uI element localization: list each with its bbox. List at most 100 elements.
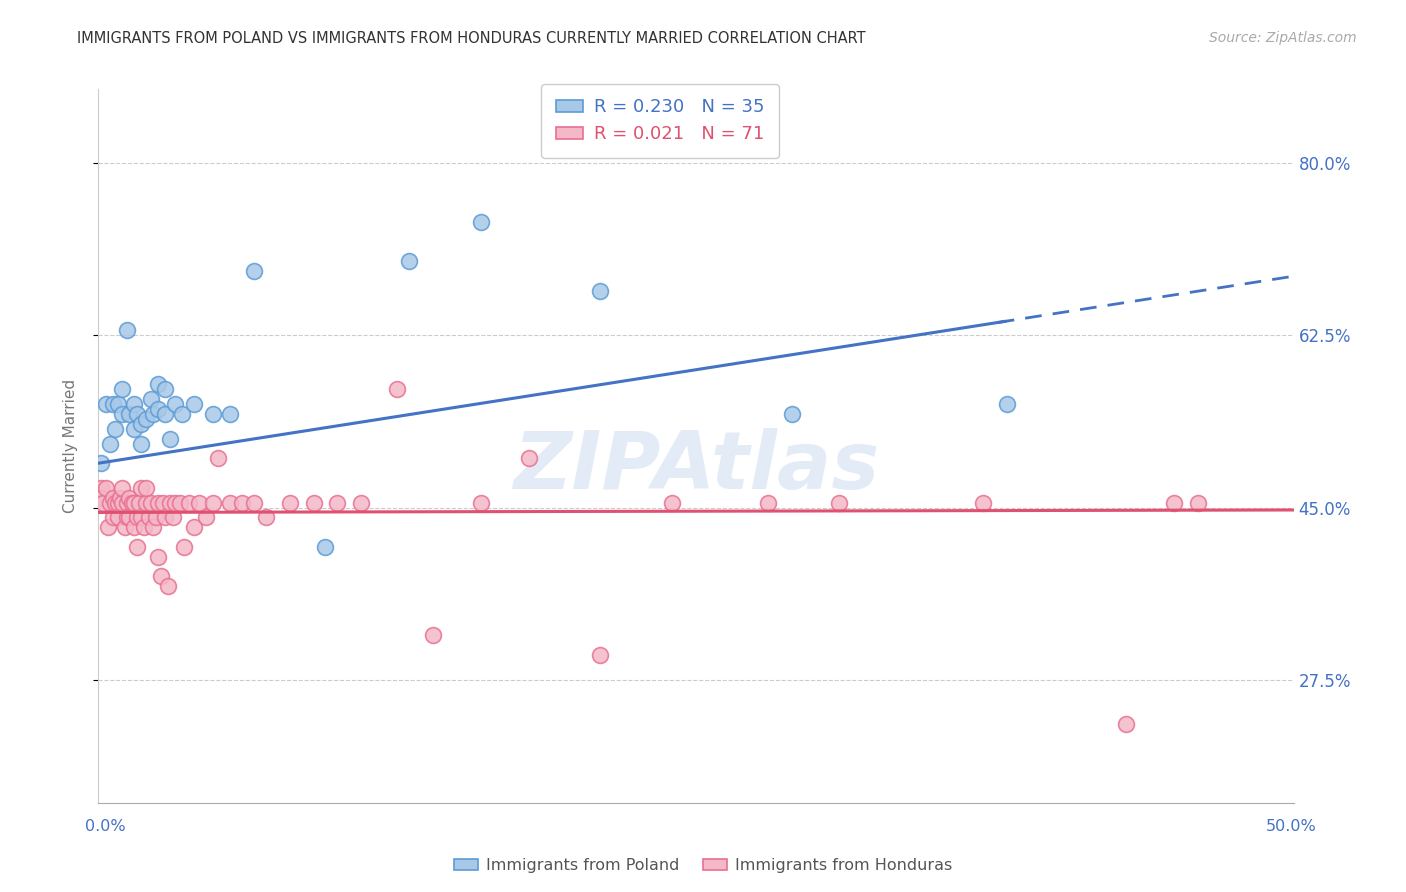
Point	[90, 481, 112, 495]
Point	[398, 254, 420, 268]
Point	[98, 436, 122, 450]
Point	[125, 540, 148, 554]
Point	[159, 495, 181, 509]
Point	[231, 495, 253, 509]
Point	[179, 495, 201, 509]
Text: ZIPAtlas: ZIPAtlas	[513, 428, 879, 507]
Point	[131, 417, 153, 431]
Point	[780, 407, 803, 421]
Point	[128, 495, 150, 509]
Point	[183, 520, 205, 534]
Point	[173, 540, 195, 554]
Text: Source: ZipAtlas.com: Source: ZipAtlas.com	[1209, 31, 1357, 45]
Point	[195, 510, 218, 524]
Point	[97, 520, 120, 534]
Point	[148, 495, 170, 509]
Point	[131, 436, 153, 450]
Point	[107, 495, 129, 509]
Point	[278, 495, 301, 509]
Point	[101, 397, 124, 411]
Point	[148, 402, 170, 417]
Point	[135, 412, 157, 426]
Point	[125, 407, 148, 421]
Point	[118, 510, 141, 524]
Point	[111, 407, 134, 421]
Point	[107, 510, 129, 524]
Point	[183, 397, 205, 411]
Point	[131, 510, 153, 524]
Point	[94, 397, 117, 411]
Point	[142, 520, 165, 534]
Point	[1187, 495, 1209, 509]
Point	[139, 392, 162, 407]
Point	[118, 491, 141, 505]
Point	[1115, 717, 1137, 731]
Point	[124, 422, 146, 436]
Point	[124, 397, 146, 411]
Point	[148, 549, 170, 564]
Point	[118, 407, 141, 421]
Point	[517, 451, 540, 466]
Y-axis label: Currently Married: Currently Married	[63, 379, 77, 513]
Point	[148, 377, 170, 392]
Text: IMMIGRANTS FROM POLAND VS IMMIGRANTS FROM HONDURAS CURRENTLY MARRIED CORRELATION: IMMIGRANTS FROM POLAND VS IMMIGRANTS FRO…	[77, 31, 866, 46]
Point	[589, 284, 612, 298]
Point	[207, 451, 229, 466]
Point	[254, 510, 277, 524]
Point	[589, 648, 612, 662]
Point	[422, 628, 444, 642]
Point	[163, 495, 186, 509]
Point	[152, 495, 174, 509]
Point	[756, 495, 779, 509]
Point	[132, 520, 155, 534]
Point	[90, 456, 112, 470]
Point	[470, 495, 492, 509]
Point	[302, 495, 325, 509]
Point	[315, 540, 337, 554]
Point	[145, 510, 167, 524]
Point	[115, 495, 138, 509]
Point	[101, 491, 124, 505]
Point	[138, 510, 160, 524]
Point	[111, 495, 134, 509]
Point	[125, 510, 148, 524]
Point	[149, 569, 172, 583]
Point	[104, 495, 127, 509]
Point	[115, 323, 138, 337]
Point	[243, 264, 266, 278]
Point	[142, 407, 165, 421]
Legend: Immigrants from Poland, Immigrants from Honduras: Immigrants from Poland, Immigrants from …	[447, 852, 959, 880]
Point	[124, 495, 146, 509]
Point	[172, 407, 194, 421]
Point	[156, 579, 179, 593]
Point	[94, 481, 117, 495]
Point	[350, 495, 373, 509]
Point	[219, 495, 242, 509]
Point	[169, 495, 191, 509]
Point	[163, 397, 186, 411]
Point	[104, 422, 127, 436]
Point	[108, 491, 131, 505]
Point	[111, 481, 134, 495]
Point	[98, 495, 122, 509]
Point	[202, 495, 225, 509]
Point	[326, 495, 349, 509]
Point	[111, 383, 134, 397]
Point	[135, 481, 157, 495]
Legend: R = 0.230   N = 35, R = 0.021   N = 71: R = 0.230 N = 35, R = 0.021 N = 71	[541, 84, 779, 158]
Point	[107, 397, 129, 411]
Point	[187, 495, 209, 509]
Point	[828, 495, 851, 509]
Point	[155, 383, 177, 397]
Point	[114, 520, 136, 534]
Point	[661, 495, 683, 509]
Point	[972, 495, 994, 509]
Point	[162, 510, 184, 524]
Text: 50.0%: 50.0%	[1265, 820, 1316, 834]
Point	[219, 407, 242, 421]
Point	[159, 432, 181, 446]
Point	[124, 520, 146, 534]
Point	[121, 495, 143, 509]
Point	[90, 491, 112, 505]
Point	[101, 510, 124, 524]
